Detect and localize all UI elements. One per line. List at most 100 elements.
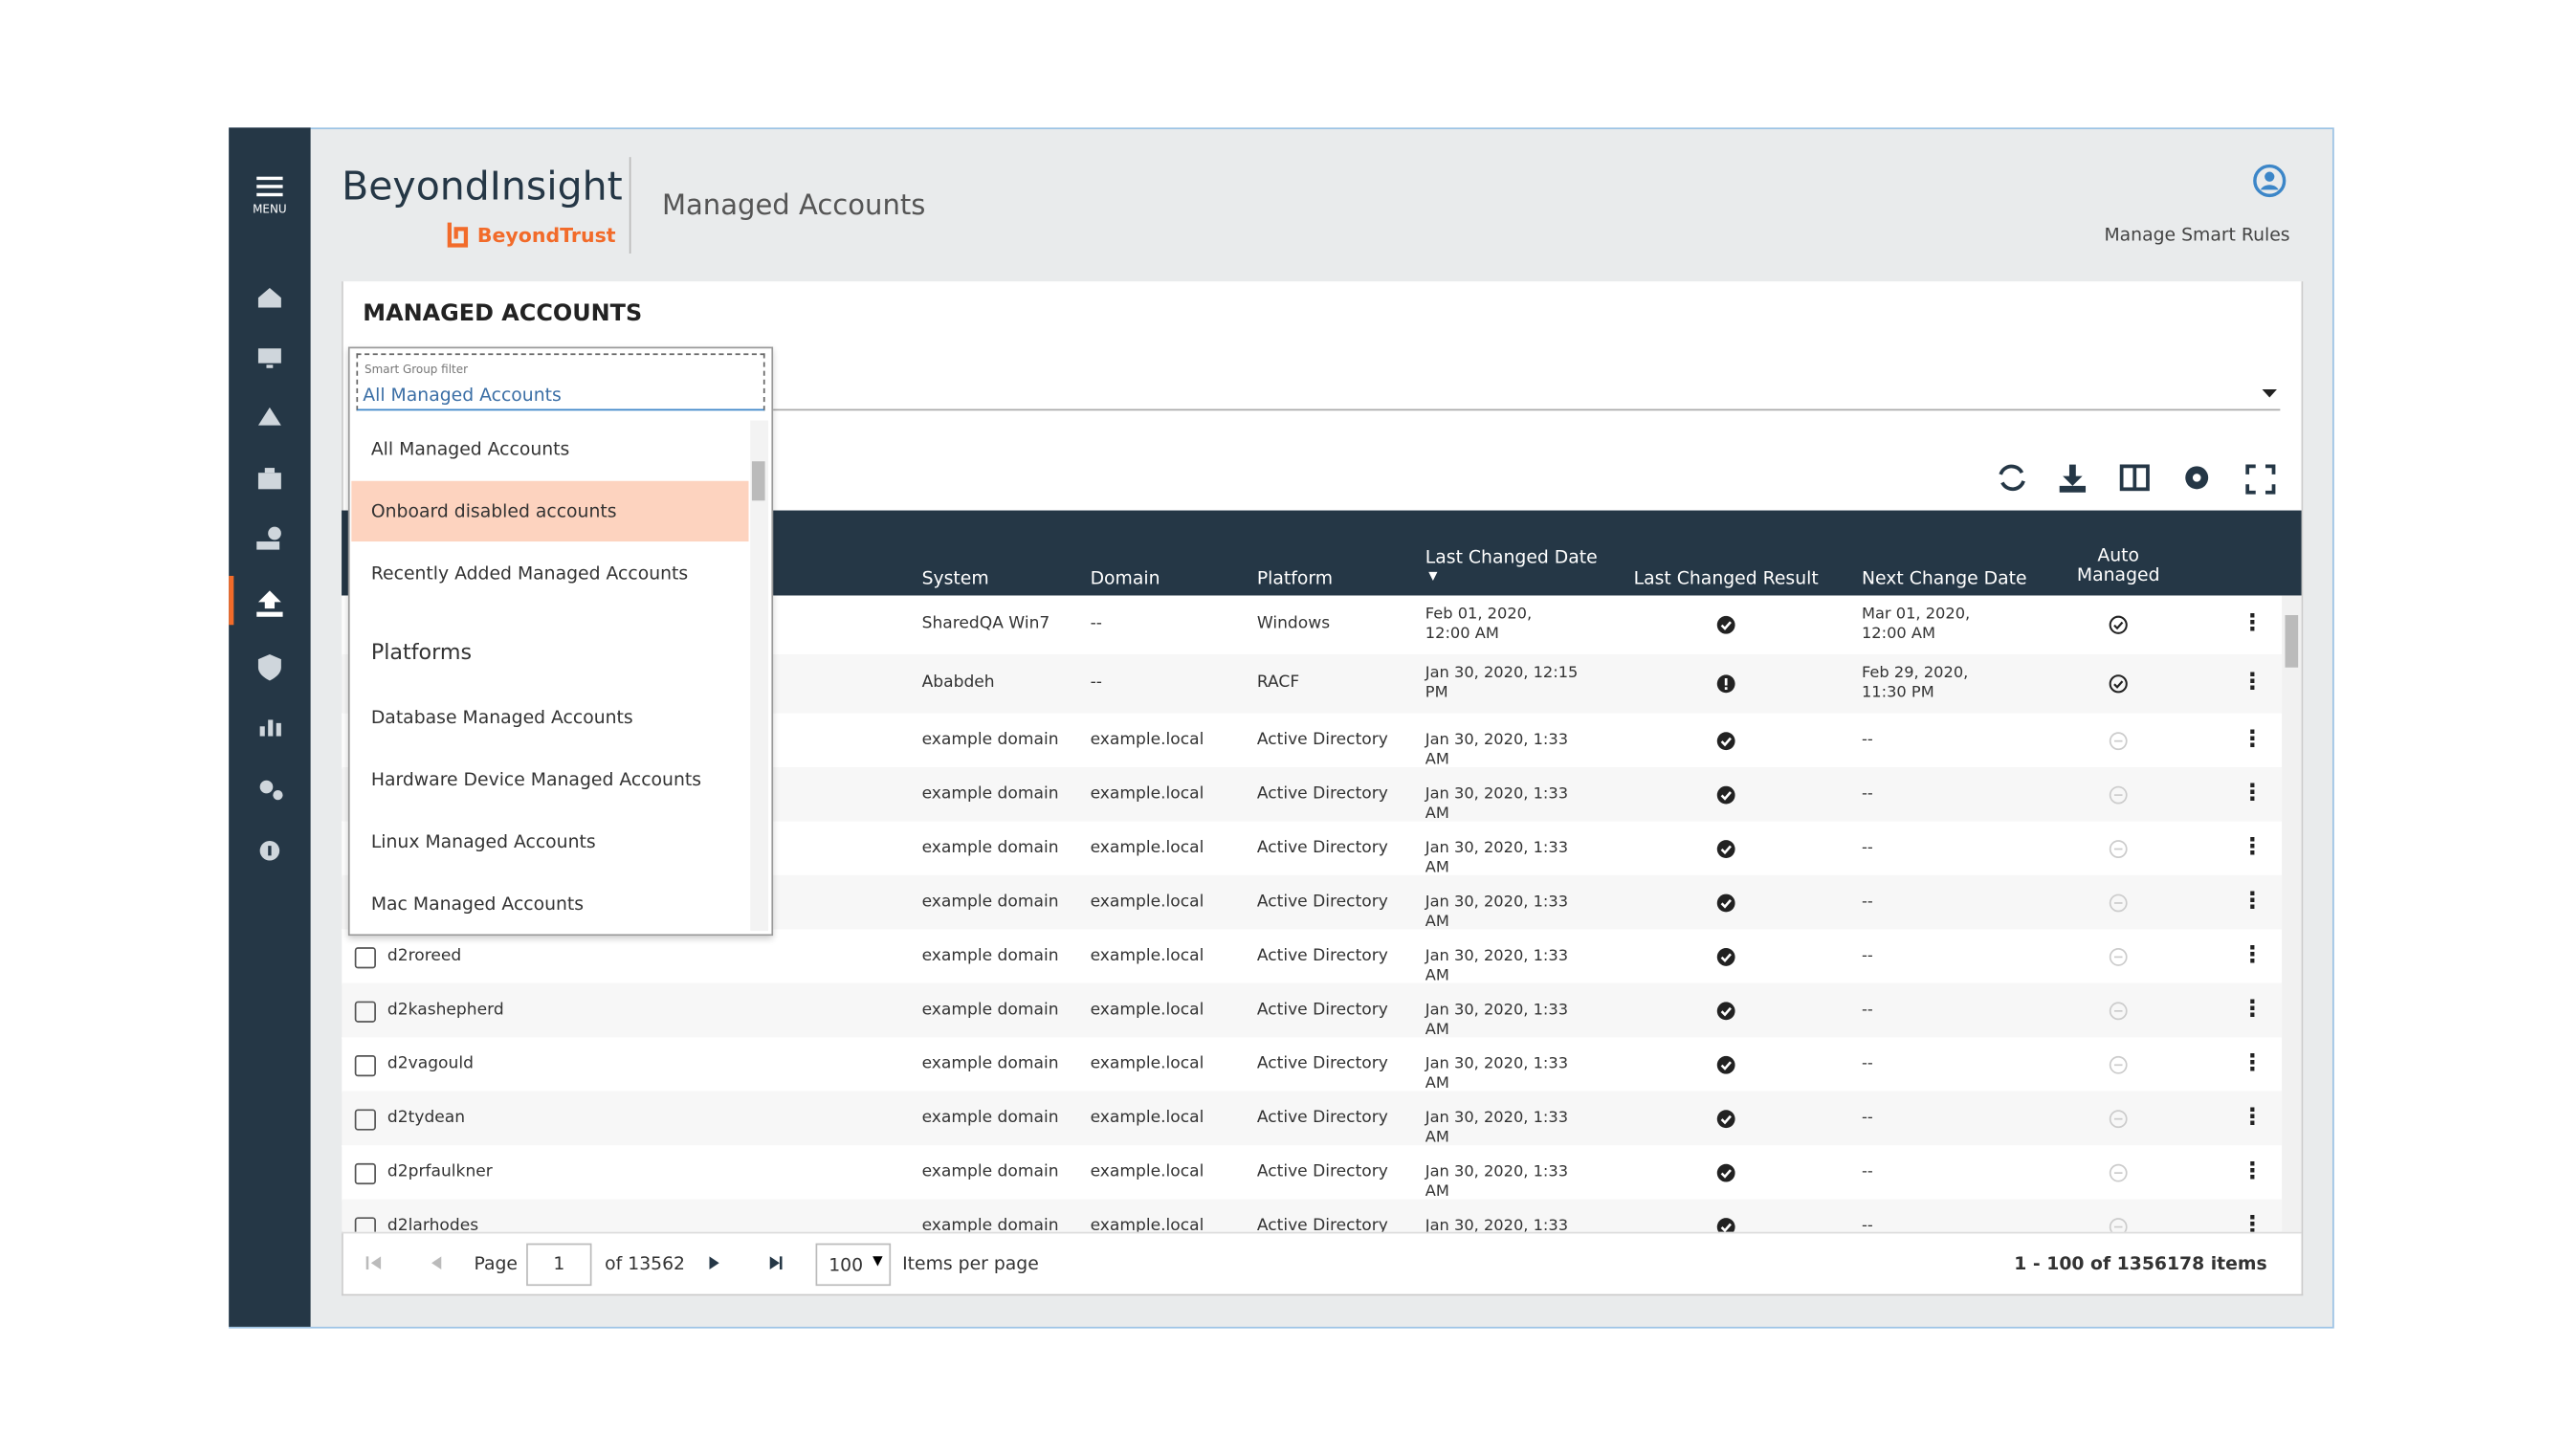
cell-platform: Active Directory	[1256, 730, 1388, 749]
page-input[interactable]: 1	[526, 1243, 592, 1287]
result-icon	[1716, 947, 1735, 965]
row-menu[interactable]: ⋮	[2241, 941, 2265, 968]
cell-system: example domain	[921, 892, 1059, 911]
scrollbar[interactable]	[2282, 595, 2302, 1232]
cell-last-changed: Jan 30, 2020, 1:33 AM	[1425, 1108, 1569, 1146]
filter-option[interactable]: Recently Added Managed Accounts	[370, 563, 689, 585]
cell-platform: Active Directory	[1256, 892, 1388, 911]
row-menu[interactable]: ⋮	[2241, 609, 2265, 637]
filter-option[interactable]: Hardware Device Managed Accounts	[370, 768, 702, 790]
row-menu[interactable]: ⋮	[2241, 995, 2265, 1022]
auto-managed-icon	[2109, 893, 2128, 912]
row-menu[interactable]: ⋮	[2241, 779, 2265, 806]
cell-system: example domain	[921, 783, 1059, 803]
table-row[interactable]: d2prfaulkner example domain example.local A…	[342, 1145, 2283, 1202]
row-menu[interactable]: ⋮	[2241, 833, 2265, 860]
column-header[interactable]: Next Change Date	[1861, 567, 2027, 589]
column-header[interactable]: Platform	[1256, 567, 1334, 589]
table-row[interactable]: d2roreed example domain example.local Activ…	[342, 929, 2283, 985]
filter-option[interactable]: Database Managed Accounts	[370, 706, 633, 728]
cell-domain: example.local	[1090, 1162, 1204, 1180]
cell-next-change: --	[1861, 892, 1873, 911]
user-link[interactable]: Manage Smart Rules	[2104, 224, 2290, 246]
cell-next-change: --	[1861, 1054, 1873, 1072]
option-highlight	[351, 480, 749, 542]
table-row[interactable]: d2tydean example domain example.local Activ…	[342, 1091, 2283, 1147]
filter-option[interactable]: Onboard disabled accounts	[370, 500, 617, 522]
column-header[interactable]: Last Changed Date	[1425, 546, 1598, 568]
cell-domain: --	[1090, 673, 1102, 693]
result-icon	[1716, 1055, 1735, 1073]
toolbar	[1999, 464, 2276, 495]
group-heading: Platforms	[370, 641, 473, 667]
cell-system: example domain	[921, 1108, 1059, 1127]
column-header[interactable]: Auto Managed	[2076, 544, 2160, 586]
account-name: d2vagould	[387, 1054, 474, 1072]
cell-domain: example.local	[1090, 838, 1204, 857]
row-menu[interactable]: ⋮	[2241, 1211, 2265, 1232]
cell-next-change: --	[1861, 1108, 1873, 1127]
select-arrow: ▼	[873, 1252, 883, 1268]
row-checkbox[interactable]	[354, 1108, 376, 1130]
page-size: 100	[829, 1254, 864, 1276]
auto-managed-icon	[2109, 1055, 2128, 1073]
table-body: SharedQA Win7 -- Windows Feb 01, 2020, 12:0…	[342, 595, 2283, 1232]
footer-line	[342, 1231, 2302, 1234]
filter-option[interactable]: Mac Managed Accounts	[370, 893, 585, 915]
column-header[interactable]: System	[921, 567, 989, 589]
auto-managed-icon	[2109, 947, 2128, 965]
cell-last-changed: Jan 30, 2020, 1:33 AM	[1425, 1162, 1569, 1201]
row-menu[interactable]: ⋮	[2241, 887, 2265, 915]
page-title: Managed Accounts	[661, 189, 926, 223]
sort-indicator: ▼	[1428, 569, 1438, 583]
cell-next-change: --	[1861, 838, 1873, 857]
row-checkbox[interactable]	[354, 1162, 376, 1184]
column-header[interactable]: Domain	[1090, 567, 1160, 589]
row-checkbox[interactable]	[354, 1054, 376, 1076]
brand-icon	[447, 222, 469, 248]
row-menu[interactable]: ⋮	[2241, 1049, 2265, 1076]
page-count: of 13562	[605, 1252, 686, 1275]
row-menu[interactable]: ⋮	[2241, 725, 2265, 752]
table-row[interactable]: d2larhodes example domain example.local Act…	[342, 1199, 2283, 1232]
row-checkbox[interactable]	[354, 946, 376, 968]
auto-managed-icon	[2109, 839, 2128, 858]
row-menu[interactable]: ⋮	[2241, 1103, 2265, 1130]
filter-arrow[interactable]	[2262, 389, 2277, 399]
scroll-thumb[interactable]	[2285, 614, 2299, 668]
cell-domain: example.local	[1090, 946, 1204, 965]
cell-last-changed: Jan 30, 2020, 1:33 AM	[1425, 783, 1569, 823]
cell-last-changed: Jan 30, 2020, 12:15 PM	[1425, 664, 1579, 702]
dropdown-scrollbar[interactable]	[750, 420, 768, 932]
filter-option[interactable]: Linux Managed Accounts	[370, 830, 596, 852]
cell-system: example domain	[921, 946, 1059, 965]
cell-domain: --	[1090, 614, 1102, 633]
filter-option[interactable]: All Managed Accounts	[370, 438, 570, 460]
download-button[interactable]	[2059, 464, 2087, 493]
table-row[interactable]: d2kashepherd example domain example.local A…	[342, 982, 2283, 1039]
dropdown-thumb[interactable]	[751, 461, 765, 501]
row-menu[interactable]: ⋮	[2241, 1157, 2265, 1184]
user-icon	[2253, 164, 2287, 198]
result-icon	[1716, 1109, 1735, 1128]
fullscreen-button[interactable]	[2245, 464, 2276, 495]
cell-system: example domain	[921, 730, 1059, 749]
refresh-button[interactable]	[1999, 464, 2025, 492]
result-icon	[1716, 1001, 1735, 1020]
cell-last-changed: Jan 30, 2020, 1:33 AM	[1425, 1216, 1569, 1232]
cell-platform: Active Directory	[1256, 1162, 1388, 1180]
table-row[interactable]: d2vagould example domain example.local Acti…	[342, 1037, 2283, 1093]
cell-platform: Active Directory	[1256, 1216, 1388, 1232]
filter-field[interactable]	[356, 353, 765, 411]
result-icon	[1716, 1217, 1735, 1232]
page-size-select[interactable]: 100 ▼	[815, 1243, 892, 1287]
cell-next-change: --	[1861, 1000, 1873, 1019]
result-icon	[1716, 615, 1735, 634]
row-menu[interactable]: ⋮	[2241, 669, 2265, 695]
column-header[interactable]: Last Changed Result	[1633, 567, 1819, 589]
row-checkbox[interactable]	[354, 1216, 376, 1232]
cell-system: example domain	[921, 1054, 1059, 1072]
row-checkbox[interactable]	[354, 1000, 376, 1022]
cell-next-change: --	[1861, 1162, 1873, 1180]
